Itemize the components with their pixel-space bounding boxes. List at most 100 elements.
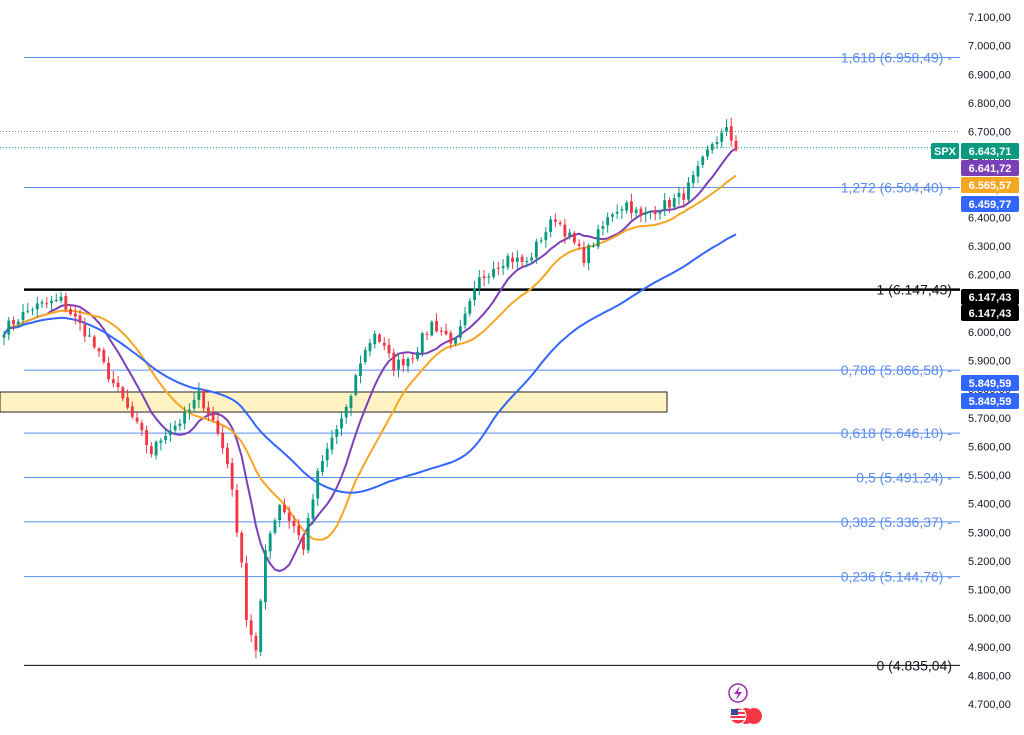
candle[interactable] <box>634 206 638 218</box>
candle[interactable] <box>401 353 405 373</box>
lightning-icon[interactable] <box>728 683 748 703</box>
candle[interactable] <box>316 467 320 507</box>
candle[interactable] <box>458 319 462 341</box>
candle[interactable] <box>625 200 629 214</box>
candle[interactable] <box>610 212 614 223</box>
candle[interactable] <box>549 216 553 238</box>
candle[interactable] <box>297 519 301 541</box>
candle[interactable] <box>710 142 714 154</box>
candle[interactable] <box>21 303 25 326</box>
candle[interactable] <box>715 136 719 149</box>
candle[interactable] <box>126 389 130 410</box>
candle[interactable] <box>492 261 496 280</box>
candle[interactable] <box>477 270 481 296</box>
candle[interactable] <box>73 306 77 325</box>
candle[interactable] <box>449 330 453 350</box>
candle[interactable] <box>558 220 562 227</box>
candle[interactable] <box>107 356 110 383</box>
candle[interactable] <box>511 252 515 269</box>
candle[interactable] <box>601 220 605 236</box>
candle[interactable] <box>425 331 429 341</box>
candle[interactable] <box>506 253 510 270</box>
candle[interactable] <box>88 327 91 338</box>
candle[interactable] <box>582 241 586 267</box>
candle[interactable] <box>725 119 728 137</box>
candle[interactable] <box>525 257 529 267</box>
candle[interactable] <box>64 292 68 313</box>
candle[interactable] <box>249 614 253 643</box>
candle[interactable] <box>54 293 58 303</box>
candle[interactable] <box>639 206 643 223</box>
candle[interactable] <box>145 425 149 454</box>
candle[interactable] <box>687 176 690 203</box>
candle[interactable] <box>649 210 652 220</box>
candle[interactable] <box>691 170 695 188</box>
candle[interactable] <box>325 442 329 468</box>
candle[interactable] <box>720 128 724 148</box>
candle[interactable] <box>140 419 144 437</box>
candle[interactable] <box>202 389 206 413</box>
fibonacci-levels[interactable]: 1,618 (6.958,49) - 1,272 (6.504,40) - 1 (6… <box>24 50 960 674</box>
candle[interactable] <box>387 338 391 359</box>
candle[interactable] <box>225 442 229 469</box>
candle[interactable] <box>392 348 396 377</box>
candle[interactable] <box>244 555 248 627</box>
us-flag-icon[interactable] <box>729 707 762 725</box>
candle[interactable] <box>696 160 700 184</box>
candle[interactable] <box>363 346 367 365</box>
candle[interactable] <box>278 503 282 528</box>
candle[interactable] <box>729 118 733 147</box>
candle[interactable] <box>382 337 386 351</box>
candle[interactable] <box>287 506 291 529</box>
candle[interactable] <box>116 376 120 392</box>
candle[interactable] <box>173 420 177 434</box>
candle[interactable] <box>468 297 472 317</box>
candle[interactable] <box>254 632 258 659</box>
candle[interactable] <box>496 262 500 276</box>
candle[interactable] <box>31 307 34 316</box>
candle[interactable] <box>340 412 343 436</box>
candle[interactable] <box>615 204 619 219</box>
candle[interactable] <box>577 239 581 250</box>
candle[interactable] <box>430 320 434 337</box>
candle[interactable] <box>135 412 139 424</box>
candle[interactable] <box>216 413 220 436</box>
candle[interactable] <box>230 457 234 497</box>
candle[interactable] <box>221 425 225 454</box>
candle[interactable] <box>572 230 576 245</box>
candle[interactable] <box>35 296 39 318</box>
candle[interactable] <box>568 228 572 240</box>
candle[interactable] <box>7 316 11 341</box>
candle[interactable] <box>663 192 667 216</box>
candle[interactable] <box>83 317 87 342</box>
candle[interactable] <box>273 518 277 535</box>
candle[interactable] <box>706 145 709 160</box>
candle[interactable] <box>520 254 524 268</box>
candle[interactable] <box>596 224 600 250</box>
candle[interactable] <box>292 515 296 533</box>
candle[interactable] <box>78 309 82 331</box>
candle[interactable] <box>368 338 372 357</box>
candle[interactable] <box>168 422 172 442</box>
candle[interactable] <box>130 401 134 419</box>
candle[interactable] <box>501 259 505 276</box>
candle[interactable] <box>149 442 153 458</box>
candle[interactable] <box>240 530 244 568</box>
candle[interactable] <box>259 598 263 656</box>
candle[interactable] <box>530 252 534 265</box>
candle[interactable] <box>672 193 676 209</box>
candle[interactable] <box>45 297 49 309</box>
candle[interactable] <box>644 206 648 223</box>
candle[interactable] <box>411 354 415 364</box>
candle[interactable] <box>539 237 543 244</box>
candle[interactable] <box>306 512 310 554</box>
candle[interactable] <box>197 382 201 409</box>
candle[interactable] <box>435 313 438 333</box>
candle[interactable] <box>416 347 419 362</box>
candle[interactable] <box>302 534 305 556</box>
candle[interactable] <box>487 273 491 284</box>
candle[interactable] <box>682 186 686 208</box>
candle[interactable] <box>463 306 467 329</box>
candle[interactable] <box>354 373 358 397</box>
candle[interactable] <box>606 212 610 233</box>
